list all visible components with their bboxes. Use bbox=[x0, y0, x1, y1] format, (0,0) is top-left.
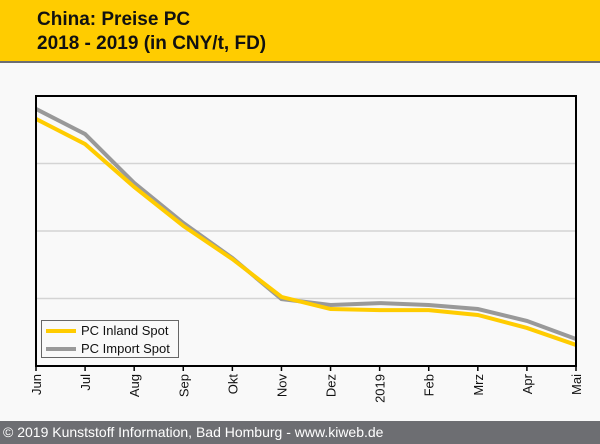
chart-subtitle: 2018 - 2019 (in CNY/t, FD) bbox=[37, 33, 267, 54]
legend-label-inland: PC Inland Spot bbox=[81, 323, 169, 338]
copyright-footer: © 2019 Kunststoff Information, Bad Hombu… bbox=[0, 421, 600, 444]
x-axis: Jun Jul Aug Sep Okt Nov Dez 2019 Feb Mrz Apr Mai bbox=[29, 366, 584, 403]
x-tick-label: Mai bbox=[569, 374, 584, 395]
legend-label-import: PC Import Spot bbox=[81, 341, 170, 356]
plot-frame bbox=[35, 95, 577, 367]
series-line-inland bbox=[35, 117, 577, 347]
series-lines bbox=[35, 107, 577, 347]
x-tick-label: Feb bbox=[422, 374, 437, 396]
x-tick-label: Aug bbox=[127, 374, 142, 397]
chart-header: China: Preise PC 2018 - 2019 (in CNY/t, … bbox=[0, 0, 600, 63]
x-tick-label: Nov bbox=[274, 374, 289, 398]
legend-swatch-import bbox=[46, 346, 76, 351]
x-tick-label: Mrz bbox=[471, 374, 486, 396]
legend: PC Inland Spot PC Import Spot bbox=[41, 320, 179, 358]
x-tick-label: Apr bbox=[520, 373, 535, 394]
gridlines bbox=[36, 162, 576, 300]
legend-swatch-inland bbox=[46, 328, 76, 333]
legend-item-inland: PC Inland Spot bbox=[46, 322, 168, 340]
x-tick-label: Sep bbox=[176, 374, 191, 397]
x-tick-label: Okt bbox=[225, 374, 240, 395]
legend-item-import: PC Import Spot bbox=[46, 340, 170, 358]
chart-title: China: Preise PC bbox=[37, 9, 191, 30]
x-tick-label: Dez bbox=[324, 374, 339, 397]
x-tick-label: Jun bbox=[29, 374, 44, 395]
x-tick-label: 2019 bbox=[373, 374, 388, 403]
x-tick-label: Jul bbox=[78, 374, 93, 391]
